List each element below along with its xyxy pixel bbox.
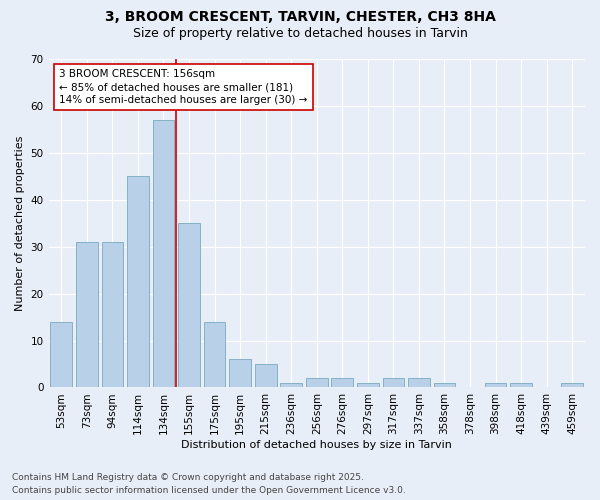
Bar	[306, 378, 328, 388]
Text: Size of property relative to detached houses in Tarvin: Size of property relative to detached ho…	[133, 28, 467, 40]
Y-axis label: Number of detached properties: Number of detached properties	[15, 136, 25, 311]
Bar	[562, 383, 583, 388]
Text: 3, BROOM CRESCENT, TARVIN, CHESTER, CH3 8HA: 3, BROOM CRESCENT, TARVIN, CHESTER, CH3 …	[104, 10, 496, 24]
Bar	[510, 383, 532, 388]
Text: Contains HM Land Registry data © Crown copyright and database right 2025.
Contai: Contains HM Land Registry data © Crown c…	[12, 474, 406, 495]
Bar	[152, 120, 175, 388]
Bar	[408, 378, 430, 388]
Bar	[127, 176, 149, 388]
Bar	[50, 322, 72, 388]
Bar	[357, 383, 379, 388]
Bar	[434, 383, 455, 388]
Bar	[383, 378, 404, 388]
Bar	[280, 383, 302, 388]
Bar	[178, 223, 200, 388]
Bar	[76, 242, 98, 388]
Bar	[229, 360, 251, 388]
Text: 3 BROOM CRESCENT: 156sqm
← 85% of detached houses are smaller (181)
14% of semi-: 3 BROOM CRESCENT: 156sqm ← 85% of detach…	[59, 69, 308, 106]
Bar	[485, 383, 506, 388]
X-axis label: Distribution of detached houses by size in Tarvin: Distribution of detached houses by size …	[181, 440, 452, 450]
Bar	[204, 322, 226, 388]
Bar	[101, 242, 123, 388]
Bar	[331, 378, 353, 388]
Bar	[255, 364, 277, 388]
